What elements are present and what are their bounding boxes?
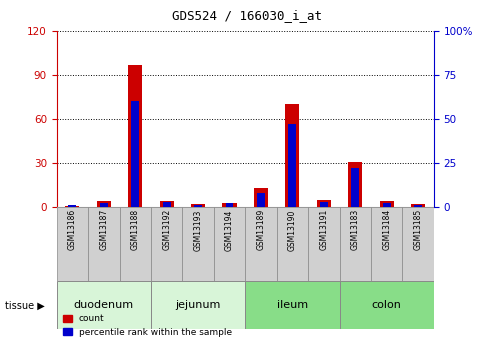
Bar: [352, 168, 359, 207]
Bar: [257, 193, 265, 207]
Bar: [254, 188, 268, 207]
FancyBboxPatch shape: [245, 281, 340, 329]
Bar: [380, 201, 394, 207]
FancyBboxPatch shape: [402, 207, 434, 281]
Text: GSM13194: GSM13194: [225, 209, 234, 250]
Bar: [131, 101, 139, 207]
Text: GSM13183: GSM13183: [351, 209, 360, 250]
FancyBboxPatch shape: [119, 207, 151, 281]
Bar: [222, 203, 237, 207]
Bar: [100, 204, 108, 207]
FancyBboxPatch shape: [340, 207, 371, 281]
FancyBboxPatch shape: [88, 207, 119, 281]
Text: GSM13191: GSM13191: [319, 209, 328, 250]
Bar: [285, 104, 299, 207]
FancyBboxPatch shape: [308, 207, 340, 281]
Bar: [288, 124, 296, 207]
Bar: [383, 204, 390, 207]
Text: GSM13188: GSM13188: [131, 209, 140, 250]
FancyBboxPatch shape: [151, 207, 182, 281]
Text: ileum: ileum: [277, 300, 308, 310]
Bar: [163, 202, 171, 207]
FancyBboxPatch shape: [340, 281, 434, 329]
Bar: [414, 205, 422, 207]
Text: GSM13184: GSM13184: [382, 209, 391, 250]
Bar: [97, 201, 111, 207]
FancyBboxPatch shape: [214, 207, 245, 281]
Text: colon: colon: [372, 300, 402, 310]
Text: duodenum: duodenum: [74, 300, 134, 310]
Bar: [348, 161, 362, 207]
FancyBboxPatch shape: [182, 207, 214, 281]
FancyBboxPatch shape: [277, 207, 308, 281]
Text: jejunum: jejunum: [176, 300, 221, 310]
Bar: [160, 201, 174, 207]
Text: GDS524 / 166030_i_at: GDS524 / 166030_i_at: [172, 9, 321, 22]
FancyBboxPatch shape: [245, 207, 277, 281]
Text: GSM13187: GSM13187: [99, 209, 108, 250]
Text: GSM13192: GSM13192: [162, 209, 171, 250]
Text: GSM13190: GSM13190: [288, 209, 297, 250]
Bar: [317, 200, 331, 207]
Text: GSM13193: GSM13193: [194, 209, 203, 250]
Bar: [66, 206, 79, 207]
Bar: [194, 205, 202, 207]
Bar: [69, 205, 76, 207]
FancyBboxPatch shape: [151, 281, 245, 329]
Text: tissue ▶: tissue ▶: [5, 300, 45, 310]
Bar: [411, 204, 425, 207]
Bar: [226, 204, 234, 207]
FancyBboxPatch shape: [57, 207, 88, 281]
Text: GSM13189: GSM13189: [256, 209, 266, 250]
Legend: count, percentile rank within the sample: count, percentile rank within the sample: [59, 311, 236, 341]
Text: GSM13186: GSM13186: [68, 209, 77, 250]
Text: GSM13185: GSM13185: [414, 209, 423, 250]
FancyBboxPatch shape: [371, 207, 402, 281]
FancyBboxPatch shape: [57, 281, 151, 329]
Bar: [191, 204, 205, 207]
Bar: [128, 65, 142, 207]
Bar: [320, 202, 328, 207]
